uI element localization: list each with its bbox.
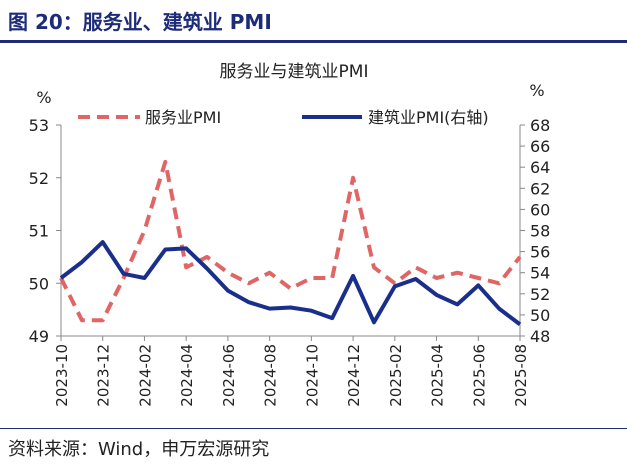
x-tick-label: 2023-10 bbox=[53, 344, 71, 407]
right-tick-label: 60 bbox=[530, 200, 550, 219]
right-tick-label: 52 bbox=[530, 285, 550, 304]
legend-services-label: 服务业PMI bbox=[145, 108, 221, 127]
figure-title: 图 20：服务业、建筑业 PMI bbox=[8, 10, 272, 34]
legend: 服务业PMI 建筑业PMI(右轴) bbox=[78, 108, 489, 127]
plot-area bbox=[59, 159, 522, 326]
right-tick-label: 68 bbox=[530, 116, 550, 135]
right-tick-label: 58 bbox=[530, 222, 550, 241]
left-tick-label: 52 bbox=[29, 169, 49, 188]
construction-pmi-line bbox=[59, 240, 522, 326]
source-note: 资料来源：Wind，申万宏源研究 bbox=[8, 439, 270, 460]
figure-header: 图 20：服务业、建筑业 PMI bbox=[0, 0, 627, 44]
right-tick-label: 48 bbox=[530, 327, 550, 346]
source-rule bbox=[0, 428, 627, 429]
right-tick-label: 54 bbox=[530, 264, 550, 283]
header-rule bbox=[0, 40, 627, 43]
pmi-line-chart: 服务业与建筑业PMI % % 服务业PMI 建筑业PMI(右轴) 49 50 51 5… bbox=[29, 62, 551, 407]
x-tick-label: 2024-06 bbox=[220, 344, 238, 407]
x-tick-label: 2024-10 bbox=[303, 344, 321, 407]
left-tick-label: 50 bbox=[29, 274, 49, 293]
legend-construction-label: 建筑业PMI(右轴) bbox=[368, 108, 489, 127]
right-tick-label: 62 bbox=[530, 179, 550, 198]
x-tick-label: 2023-12 bbox=[95, 344, 113, 407]
x-tick-label: 2025-06 bbox=[470, 344, 488, 407]
x-tick-label: 2025-08 bbox=[512, 344, 530, 407]
left-axis-unit: % bbox=[36, 88, 51, 107]
left-tick-label: 53 bbox=[29, 116, 49, 135]
right-tick-label: 56 bbox=[530, 243, 550, 262]
x-tick-label: 2024-04 bbox=[178, 344, 196, 407]
x-tick-label: 2025-04 bbox=[429, 344, 447, 407]
x-tick-label: 2024-02 bbox=[136, 344, 154, 407]
left-tick-label: 51 bbox=[29, 222, 49, 241]
x-tick-label: 2025-02 bbox=[387, 344, 405, 407]
axes: 49 50 51 52 53 48 50 52 54 56 58 60 62 64 66 68 2023-10 2… bbox=[29, 116, 551, 407]
x-tick-label: 2024-08 bbox=[262, 344, 280, 407]
right-tick-label: 50 bbox=[530, 306, 550, 325]
left-tick-label: 49 bbox=[29, 327, 49, 346]
services-pmi-line bbox=[59, 159, 522, 323]
chart-title: 服务业与建筑业PMI bbox=[220, 62, 369, 82]
x-tick-label: 2024-12 bbox=[345, 344, 363, 407]
right-tick-label: 66 bbox=[530, 137, 550, 156]
right-axis-unit: % bbox=[529, 81, 544, 100]
right-tick-label: 64 bbox=[530, 158, 550, 177]
